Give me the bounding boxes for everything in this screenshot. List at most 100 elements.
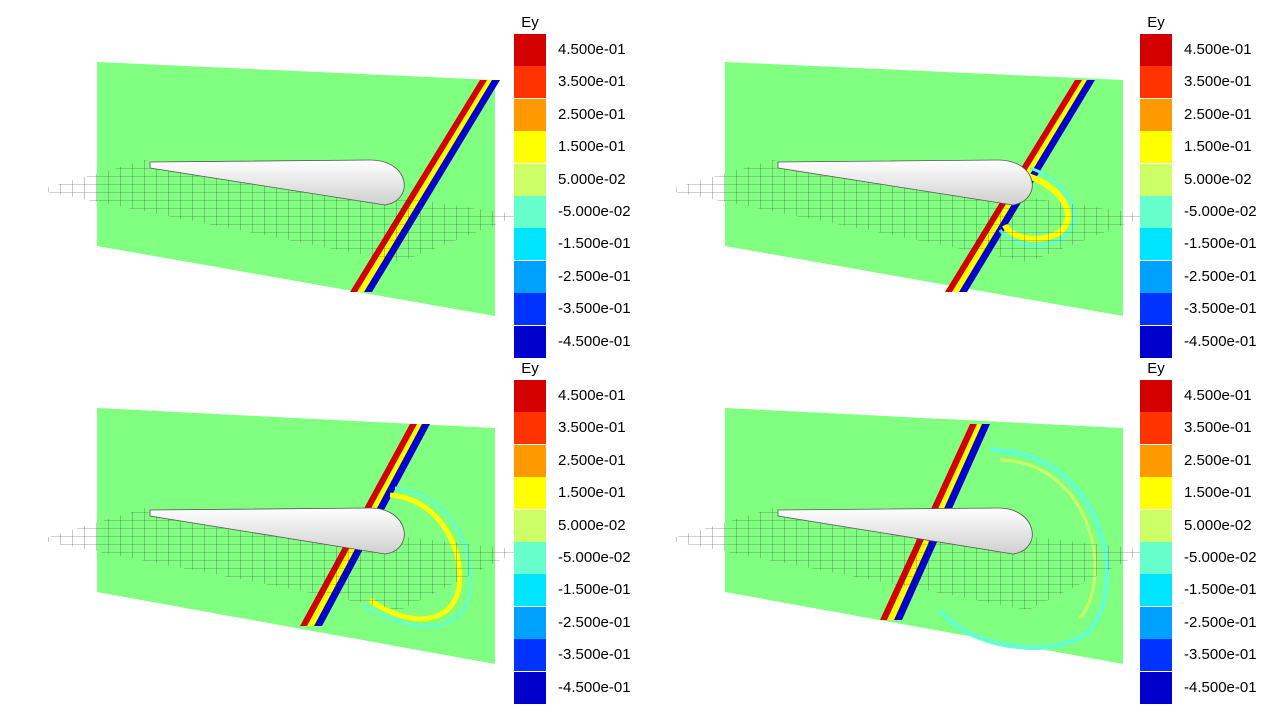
colorbar-swatch xyxy=(1140,228,1172,261)
colorbar-tick-label: 5.000e-02 xyxy=(1184,516,1252,534)
colorbar-tick-label: 5.000e-02 xyxy=(558,170,626,188)
colorbar-swatch xyxy=(514,477,546,510)
colorbar-tick-label: 2.500e-01 xyxy=(1184,105,1252,123)
colorbar-tick-label: 3.500e-01 xyxy=(1184,419,1252,437)
colorbar-swatch xyxy=(1140,260,1172,293)
colorbar: Ey 4.500e-01 3.500e-01 2.500e-01 1.500e-01 5… xyxy=(1140,14,1270,358)
colorbar-tick-label: -4.500e-01 xyxy=(1184,678,1257,696)
colorbar-tick-label: -3.500e-01 xyxy=(558,646,631,664)
colorbar-tick-label: 4.500e-01 xyxy=(1184,41,1252,58)
colorbar-tick-label: -2.500e-01 xyxy=(1184,613,1257,631)
colorbar-swatch xyxy=(514,34,546,66)
colorbar-title: Ey xyxy=(1147,360,1165,377)
colorbar-tick-label: -1.500e-01 xyxy=(1184,235,1257,253)
colorbar-tick-label: -4.500e-01 xyxy=(1184,332,1257,350)
colorbar-tick-label: -5.000e-02 xyxy=(558,203,631,220)
vehicle-body xyxy=(777,159,1033,206)
field-scene-4 xyxy=(666,408,1148,664)
colorbar: Ey 4.500e-01 3.500e-01 2.500e-01 1.500e-01 5… xyxy=(1140,360,1270,704)
vehicle-body xyxy=(777,507,1033,555)
colorbar-tick-label: 1.500e-01 xyxy=(1184,138,1252,156)
colorbar-tick-label: -2.500e-01 xyxy=(558,267,631,285)
colorbar-tick-label: -1.500e-01 xyxy=(1184,581,1257,599)
colorbar-tick-label: -1.500e-01 xyxy=(558,581,631,599)
colorbar-title: Ey xyxy=(521,14,539,31)
colorbar-swatch xyxy=(514,380,546,412)
colorbar-tick-label: 5.000e-02 xyxy=(558,516,626,534)
colorbar-swatch xyxy=(1140,66,1172,99)
colorbar-swatch xyxy=(1140,380,1172,412)
colorbar-tick-label: -4.500e-01 xyxy=(558,678,631,696)
colorbar-swatch xyxy=(1140,131,1172,164)
colorbar-tick-label: 3.500e-01 xyxy=(558,73,626,91)
colorbar: Ey 4.500e-01 3.500e-01 2.500e-01 1.500e-01 5… xyxy=(514,360,644,704)
scattered-wave xyxy=(938,447,1110,650)
colorbar-tick-label: 1.500e-01 xyxy=(558,484,626,502)
colorbar-swatch xyxy=(514,606,546,639)
colorbar-tick-label: 3.500e-01 xyxy=(1184,73,1252,91)
field-scene-3 xyxy=(38,408,520,664)
colorbar-tick-label: -5.000e-02 xyxy=(1184,549,1257,566)
colorbar-tick-label: 2.500e-01 xyxy=(1184,451,1252,469)
mesh-plane xyxy=(38,160,520,262)
colorbar-swatch xyxy=(514,293,546,326)
colorbar-swatch xyxy=(1140,444,1172,477)
colorbar-swatch xyxy=(514,325,546,358)
colorbar-tick-label: -5.000e-02 xyxy=(1184,203,1257,220)
colorbar-swatch xyxy=(514,196,546,228)
vehicle-body xyxy=(149,507,405,555)
colorbar-tick-label: -1.500e-01 xyxy=(558,235,631,253)
colorbar-title: Ey xyxy=(521,360,539,377)
colorbar-swatch xyxy=(514,671,546,704)
colorbar-swatch xyxy=(1140,671,1172,704)
colorbar-tick-label: -3.500e-01 xyxy=(1184,300,1257,318)
panel-top-left: Ey 4.500e-01 3.500e-01 2.500e-01 1.500e-01 5… xyxy=(0,0,640,360)
colorbar-swatch xyxy=(514,412,546,445)
colorbar-swatch xyxy=(514,163,546,196)
colorbar-swatch xyxy=(1140,639,1172,672)
colorbar-swatch xyxy=(514,131,546,164)
colorbar-tick-label: 1.500e-01 xyxy=(558,138,626,156)
colorbar-tick-label: 2.500e-01 xyxy=(558,105,626,123)
colorbar-tick-label: 5.000e-02 xyxy=(1184,170,1252,188)
colorbar-tick-label: 2.500e-01 xyxy=(558,451,626,469)
vehicle-body xyxy=(149,159,405,206)
colorbar-swatch xyxy=(514,639,546,672)
panel-top-right: Ey 4.500e-01 3.500e-01 2.500e-01 1.500e-01 5… xyxy=(640,0,1280,360)
colorbar-swatch xyxy=(514,444,546,477)
colorbar-swatch xyxy=(1140,163,1172,196)
colorbar-tick-label: 1.500e-01 xyxy=(1184,484,1252,502)
colorbar-tick-label: 4.500e-01 xyxy=(558,387,626,404)
colorbar-tick-label: -3.500e-01 xyxy=(558,300,631,318)
colorbar-title: Ey xyxy=(1147,14,1165,31)
colorbar-tick-label: -2.500e-01 xyxy=(558,613,631,631)
colorbar-tick-label: -5.000e-02 xyxy=(558,549,631,566)
colorbar-swatch xyxy=(1140,293,1172,326)
colorbar-swatch xyxy=(514,542,546,574)
mesh-plane xyxy=(38,508,520,610)
colorbar-swatch xyxy=(1140,542,1172,574)
colorbar-swatch xyxy=(1140,34,1172,66)
colorbar-tick-label: 3.500e-01 xyxy=(558,419,626,437)
colorbar-swatch xyxy=(514,574,546,607)
colorbar-tick-label: -4.500e-01 xyxy=(558,332,631,350)
colorbar-swatch xyxy=(1140,509,1172,542)
colorbar-swatch xyxy=(514,260,546,293)
field-scene-1 xyxy=(38,62,520,316)
field-scene-2 xyxy=(666,62,1148,316)
colorbar-tick-label: -2.500e-01 xyxy=(1184,267,1257,285)
colorbar-swatch xyxy=(1140,412,1172,445)
colorbar-swatch xyxy=(1140,196,1172,228)
mesh-plane xyxy=(666,160,1148,262)
colorbar-swatch xyxy=(1140,606,1172,639)
colorbar-swatch xyxy=(514,98,546,131)
colorbar-swatch xyxy=(514,228,546,261)
colorbar-tick-label: 4.500e-01 xyxy=(558,41,626,58)
colorbar-tick-label: -3.500e-01 xyxy=(1184,646,1257,664)
scattered-wave xyxy=(361,486,473,628)
panel-bottom-right: Ey 4.500e-01 3.500e-01 2.500e-01 1.500e-01 5… xyxy=(640,360,1280,720)
panel-bottom-left: Ey 4.500e-01 3.500e-01 2.500e-01 1.500e-01 5… xyxy=(0,360,640,720)
colorbar-swatch xyxy=(1140,325,1172,358)
colorbar-tick-label: 4.500e-01 xyxy=(1184,387,1252,404)
colorbar-swatch xyxy=(1140,477,1172,510)
